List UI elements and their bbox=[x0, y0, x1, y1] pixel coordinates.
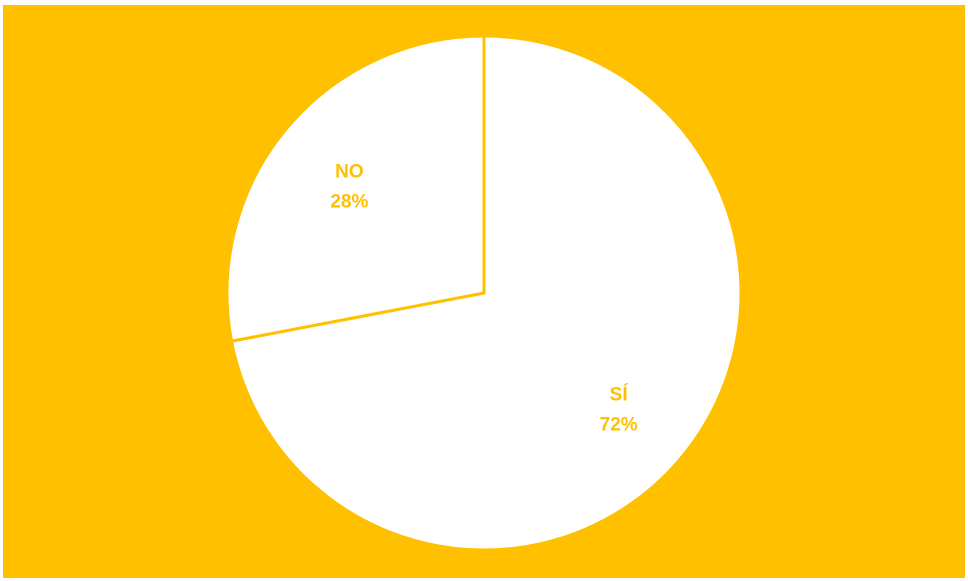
pie-slice-1 bbox=[225, 34, 486, 343]
pie-slice-value-label: 72% bbox=[600, 414, 638, 435]
pie-slice-category-label: NO bbox=[335, 162, 364, 183]
pie-slice-value-label: 28% bbox=[330, 192, 368, 213]
pie-slice-category-label: SÍ bbox=[610, 383, 629, 405]
pie-labels: SÍ 72% NO 28% bbox=[330, 162, 637, 436]
pie-slices bbox=[225, 34, 743, 552]
pie-chart: SÍ 72% NO 28% bbox=[3, 5, 965, 578]
pie-slice-0 bbox=[229, 34, 743, 552]
chart-frame: SÍ 72% NO 28% bbox=[3, 5, 965, 578]
